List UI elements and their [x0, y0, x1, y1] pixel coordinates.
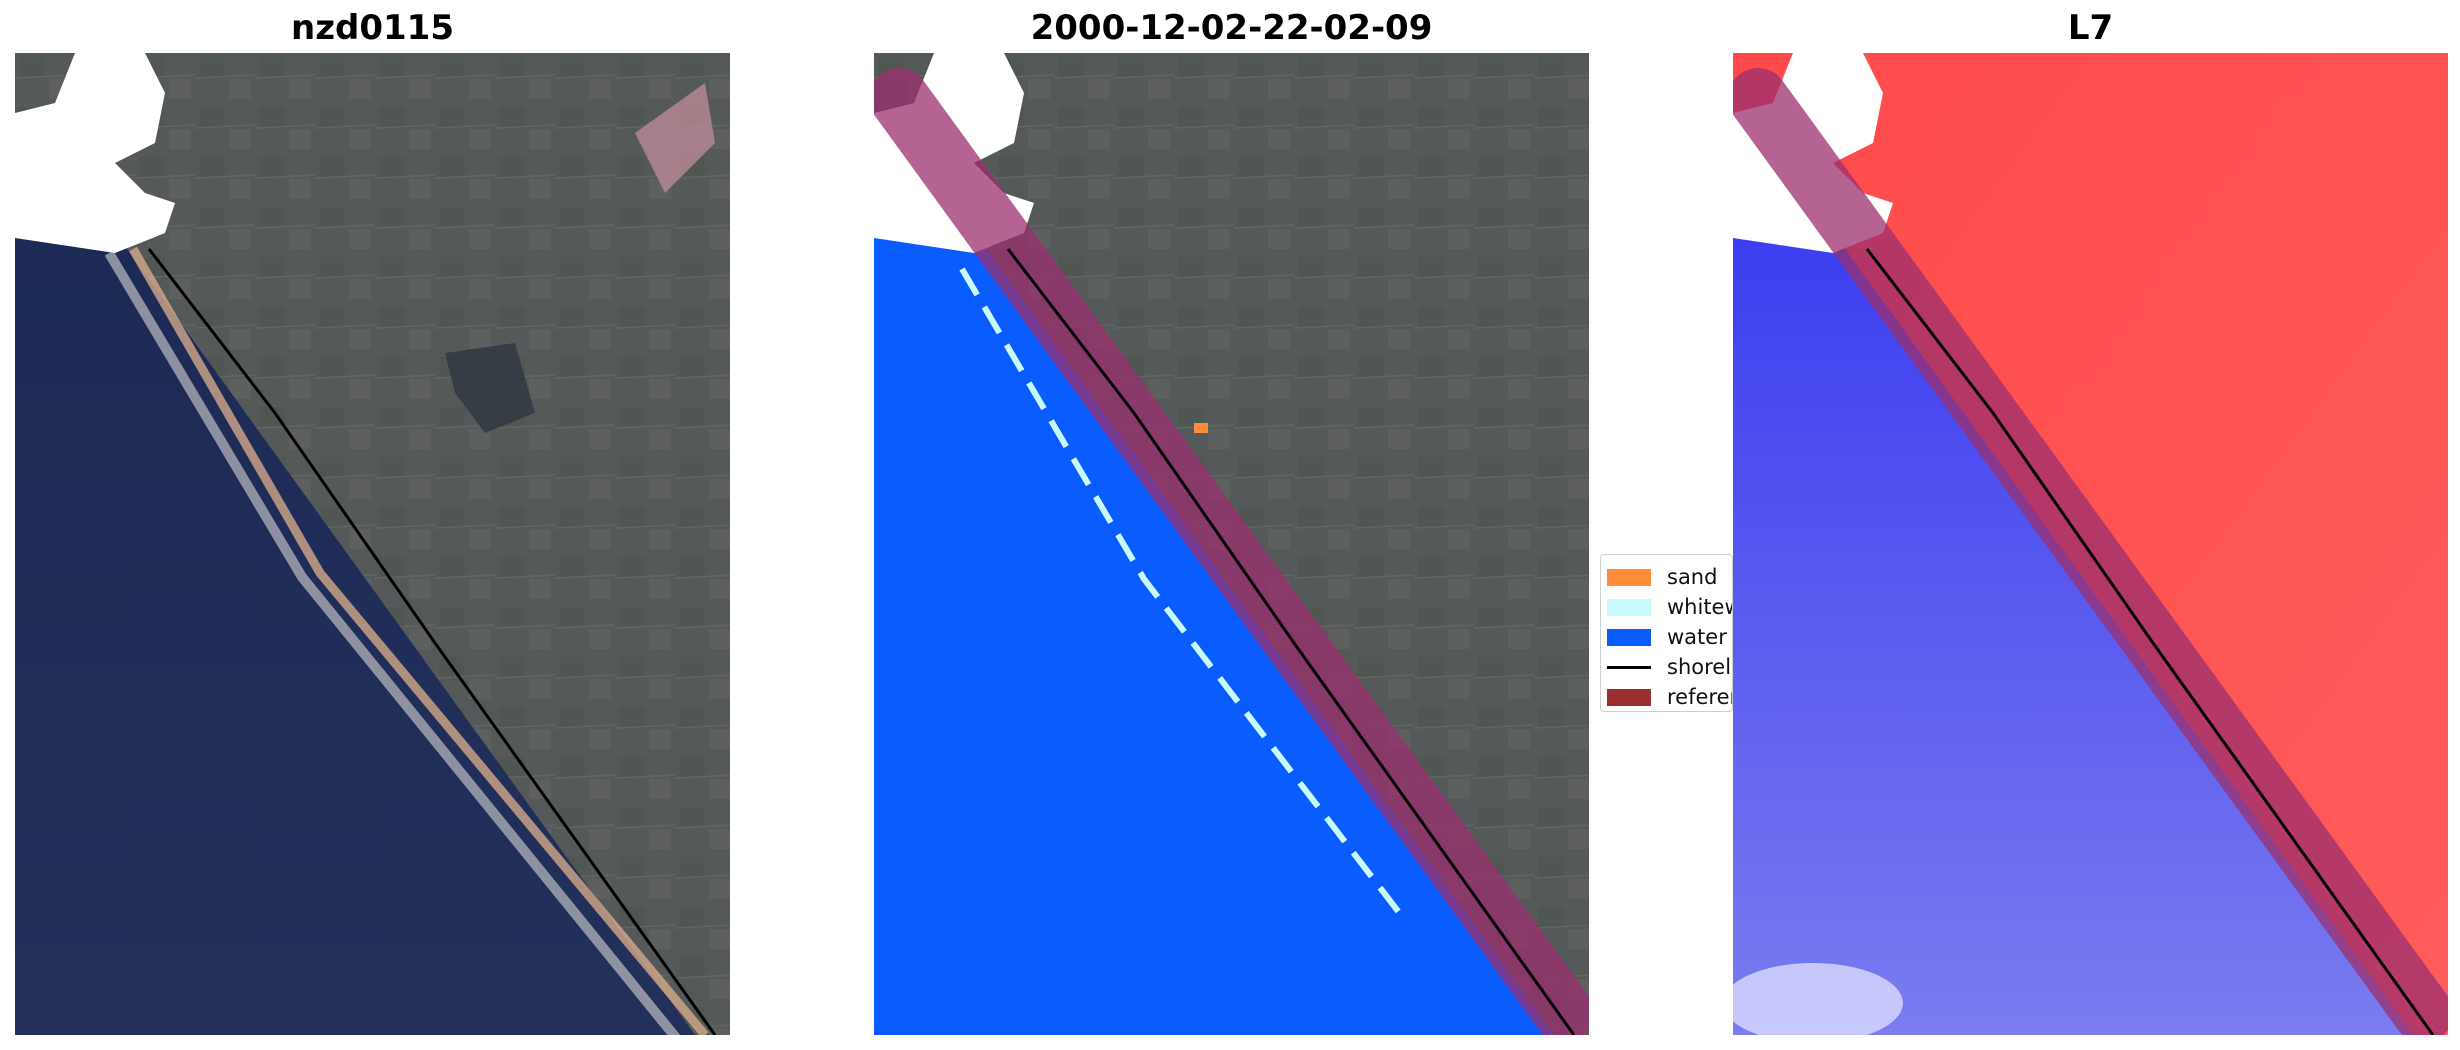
- ocean-area: [1733, 213, 2413, 1035]
- sand-swatch: [1607, 568, 1651, 586]
- shoreline-swatch: [1607, 665, 1651, 669]
- panel-title-rgb: nzd0115: [291, 8, 454, 48]
- legend-label: water: [1667, 625, 1727, 649]
- pink-field: [635, 83, 715, 193]
- false-color-image: [1733, 53, 2448, 1035]
- haze-patch: [1733, 963, 1903, 1035]
- water-class: [874, 213, 1554, 1035]
- classified-image: [874, 53, 1589, 1035]
- shoreline-line: [1865, 248, 2435, 1035]
- beach-strip: [129, 246, 709, 1035]
- panel-title-false-color: L7: [2067, 8, 2114, 48]
- legend-item-shoreline: shoreline: [1601, 653, 1732, 681]
- ocean-area: [15, 213, 695, 1035]
- dark-wetland: [445, 343, 535, 433]
- whitewater-class: [959, 267, 1407, 921]
- cloud-mask: [15, 53, 175, 253]
- panel-title-classified: 2000-12-02-22-02-09: [1030, 8, 1433, 48]
- reference-swatch: [1607, 688, 1651, 706]
- legend-label: shoreline: [1667, 655, 1732, 679]
- shoreline-line: [147, 248, 717, 1035]
- rgb-satellite-image: [15, 53, 730, 1035]
- legend-label: reference: [1667, 685, 1732, 709]
- legend-label: sand: [1667, 565, 1718, 589]
- shoreline-line: [1006, 248, 1576, 1035]
- legend-item-reference: reference: [1601, 683, 1732, 711]
- sand-class: [1194, 423, 1208, 433]
- legend-item-water: water: [1601, 623, 1732, 651]
- water-swatch: [1607, 628, 1651, 646]
- legend-item-sand: sand: [1601, 563, 1732, 591]
- whitewater-swatch: [1607, 598, 1651, 616]
- surf-band: [104, 250, 681, 1035]
